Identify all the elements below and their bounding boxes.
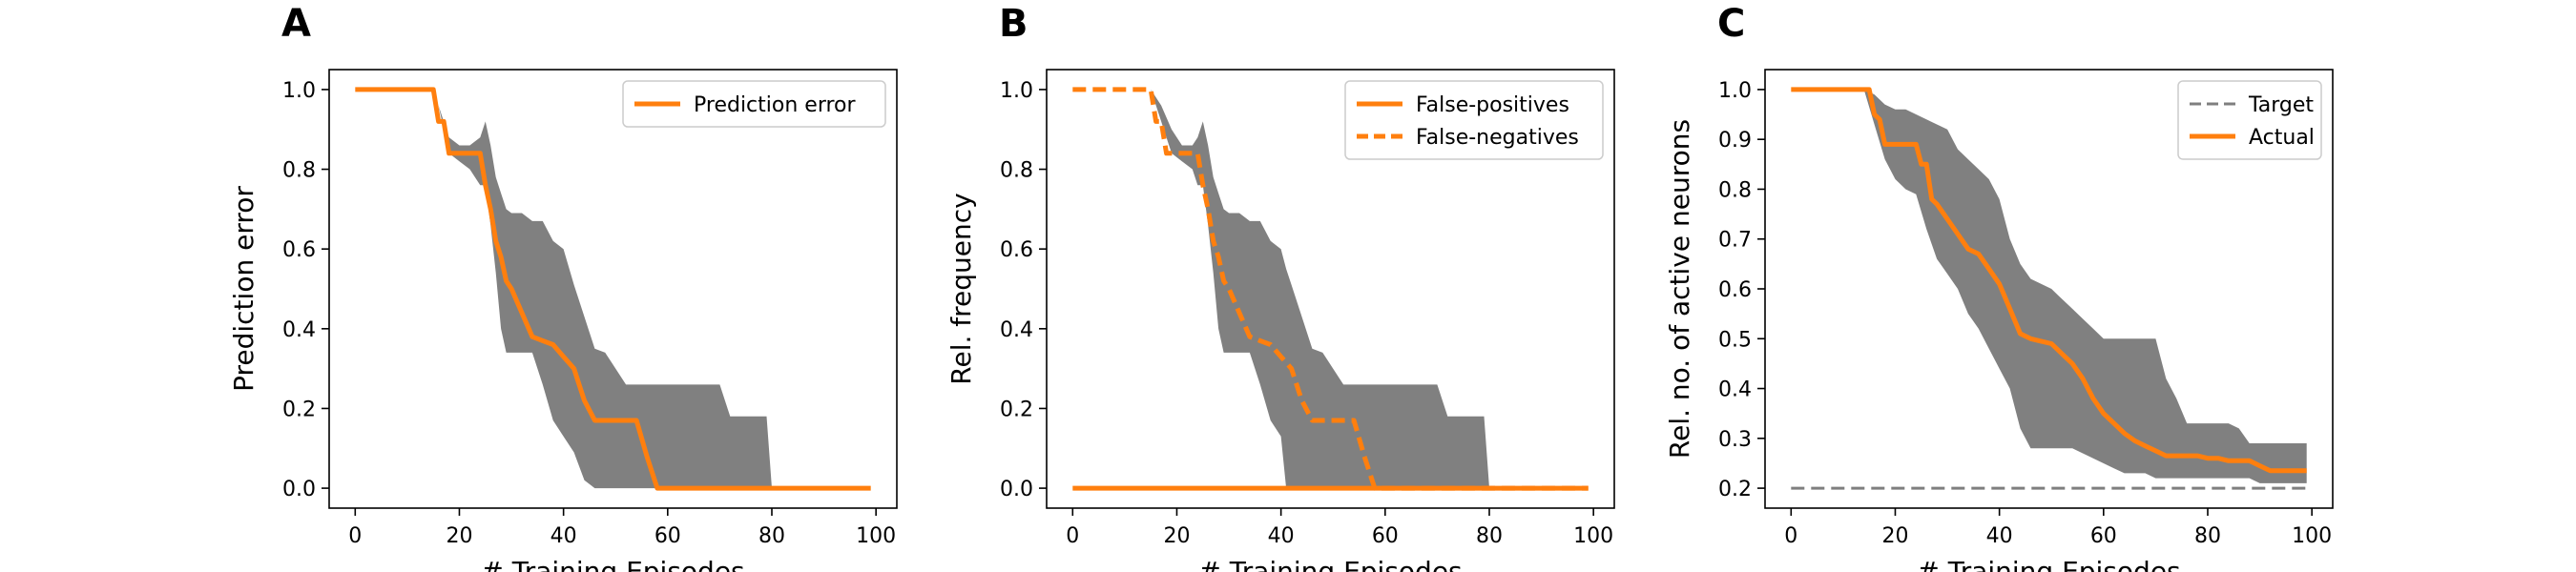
- legend-label: Actual: [2249, 126, 2315, 150]
- y-tick-label: 0.0: [282, 478, 316, 501]
- x-axis-label: # Training Episodes: [481, 556, 744, 572]
- y-tick-label: 0.0: [1000, 478, 1033, 501]
- std-band: [355, 89, 871, 489]
- legend: False-positives False-negatives: [1344, 80, 1604, 160]
- panel-b: B 0 20 40 60 80 100 0.0 0.2 0.4 0.6 0.8 1.0 # Traini…: [945, 2, 1615, 572]
- y-tick-label: 0.8: [282, 159, 316, 183]
- x-axis-label: # Training Episodes: [1917, 556, 2180, 572]
- legend-label: False-negatives: [1416, 126, 1579, 150]
- legend: Prediction error: [622, 80, 886, 128]
- legend-box: [1344, 80, 1604, 160]
- panel-letter-b: B: [999, 2, 1028, 46]
- std-band: [1791, 89, 2307, 483]
- panel-letter-c: C: [1717, 2, 1745, 46]
- x-tick-label: 80: [1476, 524, 1503, 548]
- axes-frame: [328, 69, 898, 509]
- std-band: [1151, 89, 1489, 489]
- y-tick-label: 0.2: [1718, 478, 1752, 501]
- y-tick-label: 0.5: [1718, 328, 1752, 352]
- y-axis-label: Rel. frequency: [945, 193, 977, 384]
- x-tick-label: 60: [2090, 524, 2117, 548]
- x-tick-label: 20: [1881, 524, 1908, 548]
- y-tick-label: 1.0: [1000, 79, 1033, 103]
- x-tick-label: 100: [1573, 524, 1613, 548]
- panel-c: C 0 20 40 60 80 100 0.2 0.3 0.4 0.5 0.6 0.7 0.8 0.9 1.…: [1664, 2, 2334, 572]
- x-tick-label: 0: [348, 524, 362, 548]
- y-axis-label: Prediction error: [228, 186, 260, 392]
- x-tick-label: 40: [1268, 524, 1295, 548]
- x-axis-label: # Training Episodes: [1198, 556, 1462, 572]
- legend-label: Target: [2248, 93, 2314, 117]
- x-tick-label: 20: [1163, 524, 1190, 548]
- series-line-false-negatives: [1072, 87, 1589, 491]
- legend-box: [622, 80, 886, 128]
- y-tick-label: 1.0: [1718, 79, 1752, 103]
- panel-a: A 0 20 40 60 80 100 0.0 0.2 0.4 0.6 0.8 1.0 # Traini…: [228, 2, 898, 572]
- x-tick-label: 40: [1986, 524, 2013, 548]
- x-tick-label: 100: [2292, 524, 2332, 548]
- y-axis-label: Rel. no. of active neurons: [1664, 119, 1695, 459]
- legend: Target Actual: [2177, 80, 2322, 160]
- x-tick-label: 20: [446, 524, 472, 548]
- x-tick-label: 0: [1066, 524, 1079, 548]
- y-tick-label: 0.6: [1718, 278, 1752, 302]
- series-line-actual: [1791, 87, 2307, 474]
- y-tick-label: 0.6: [1000, 238, 1033, 262]
- x-tick-label: 100: [856, 524, 896, 548]
- y-tick-label: 0.4: [1718, 378, 1752, 402]
- y-tick-label: 0.6: [282, 238, 316, 262]
- legend-label: False-positives: [1416, 93, 1569, 117]
- y-tick-label: 0.7: [1718, 229, 1752, 253]
- y-tick-label: 1.0: [282, 79, 316, 103]
- y-tick-label: 0.9: [1718, 129, 1752, 153]
- y-tick-label: 0.2: [282, 398, 316, 421]
- x-tick-label: 0: [1784, 524, 1797, 548]
- legend-box: [2177, 80, 2322, 160]
- x-tick-label: 60: [654, 524, 681, 548]
- y-tick-label: 0.3: [1718, 428, 1752, 452]
- x-tick-label: 80: [758, 524, 785, 548]
- panel-letter-a: A: [281, 2, 311, 46]
- series-line-prediction-error: [355, 87, 871, 491]
- x-tick-label: 40: [551, 524, 577, 548]
- axes-frame: [1046, 69, 1615, 509]
- y-tick-label: 0.8: [1000, 159, 1033, 183]
- y-tick-label: 0.2: [1000, 398, 1033, 421]
- y-tick-label: 0.4: [282, 318, 316, 342]
- y-tick-label: 0.8: [1718, 178, 1752, 202]
- y-tick-label: 0.4: [1000, 318, 1033, 342]
- x-tick-label: 80: [2194, 524, 2221, 548]
- x-tick-label: 60: [1372, 524, 1399, 548]
- legend-label: Prediction error: [694, 93, 856, 117]
